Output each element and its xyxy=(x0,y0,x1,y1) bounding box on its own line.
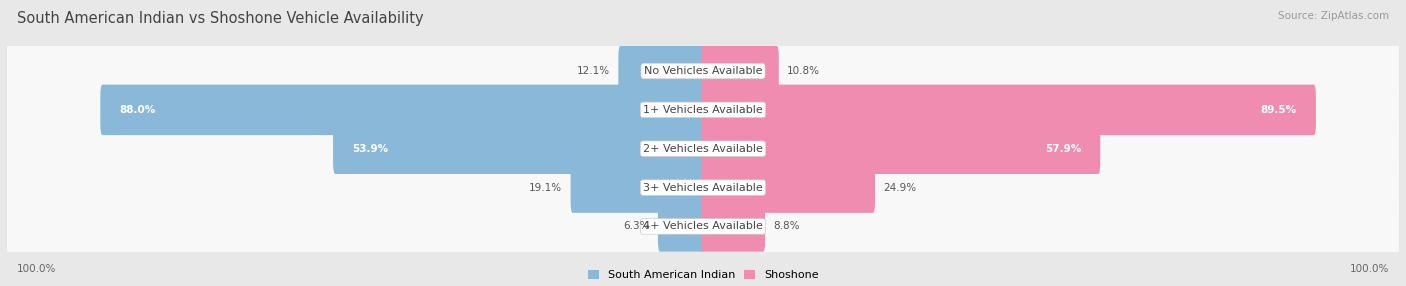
FancyBboxPatch shape xyxy=(7,35,1399,108)
Text: 10.8%: 10.8% xyxy=(787,66,820,76)
FancyBboxPatch shape xyxy=(7,33,1399,109)
FancyBboxPatch shape xyxy=(658,201,704,252)
FancyBboxPatch shape xyxy=(100,85,704,135)
Text: 4+ Vehicles Available: 4+ Vehicles Available xyxy=(643,221,763,231)
FancyBboxPatch shape xyxy=(7,72,1399,148)
FancyBboxPatch shape xyxy=(571,162,704,213)
Text: 57.9%: 57.9% xyxy=(1045,144,1081,154)
FancyBboxPatch shape xyxy=(7,190,1399,263)
FancyBboxPatch shape xyxy=(702,162,875,213)
Text: No Vehicles Available: No Vehicles Available xyxy=(644,66,762,76)
Legend: South American Indian, Shoshone: South American Indian, Shoshone xyxy=(588,270,818,281)
Text: 1+ Vehicles Available: 1+ Vehicles Available xyxy=(643,105,763,115)
FancyBboxPatch shape xyxy=(7,112,1399,185)
Text: 100.0%: 100.0% xyxy=(1350,264,1389,274)
Text: South American Indian vs Shoshone Vehicle Availability: South American Indian vs Shoshone Vehicl… xyxy=(17,11,423,26)
FancyBboxPatch shape xyxy=(7,150,1399,225)
FancyBboxPatch shape xyxy=(702,201,765,252)
FancyBboxPatch shape xyxy=(702,85,1316,135)
Text: 100.0%: 100.0% xyxy=(17,264,56,274)
Text: 89.5%: 89.5% xyxy=(1261,105,1296,115)
Text: 53.9%: 53.9% xyxy=(352,144,388,154)
Text: 12.1%: 12.1% xyxy=(576,66,610,76)
Text: 19.1%: 19.1% xyxy=(529,182,562,192)
FancyBboxPatch shape xyxy=(7,111,1399,186)
FancyBboxPatch shape xyxy=(702,124,1101,174)
FancyBboxPatch shape xyxy=(702,46,779,96)
FancyBboxPatch shape xyxy=(333,124,704,174)
Text: 6.3%: 6.3% xyxy=(623,221,650,231)
Text: 8.8%: 8.8% xyxy=(773,221,800,231)
Text: 3+ Vehicles Available: 3+ Vehicles Available xyxy=(643,182,763,192)
Text: Source: ZipAtlas.com: Source: ZipAtlas.com xyxy=(1278,11,1389,21)
FancyBboxPatch shape xyxy=(619,46,704,96)
Text: 88.0%: 88.0% xyxy=(120,105,156,115)
FancyBboxPatch shape xyxy=(7,73,1399,146)
FancyBboxPatch shape xyxy=(7,151,1399,224)
FancyBboxPatch shape xyxy=(7,189,1399,264)
Text: 2+ Vehicles Available: 2+ Vehicles Available xyxy=(643,144,763,154)
Text: 24.9%: 24.9% xyxy=(883,182,917,192)
